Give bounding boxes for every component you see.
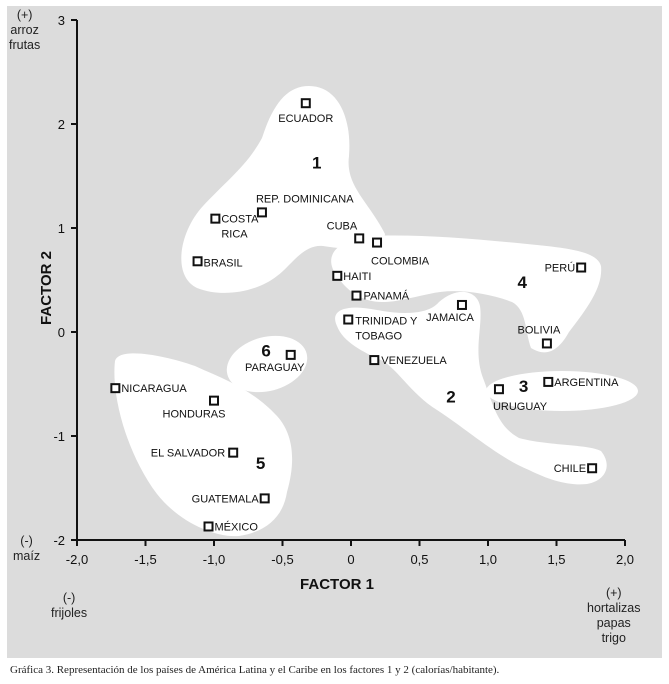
axes — [71, 19, 626, 546]
y-bottom-note-line: maíz — [13, 549, 41, 563]
point-label-el-salvador: EL SALVADOR — [151, 448, 225, 460]
group-region-4 — [331, 235, 602, 353]
point-marker-peru — [576, 262, 587, 273]
y-top-note: (+) arroz frutas — [9, 8, 40, 53]
group-number: 5 — [256, 454, 265, 473]
x-right-note-line: trigo — [601, 631, 626, 645]
point-marker-argentina — [543, 376, 554, 387]
point-label-uruguay: URUGUAY — [493, 401, 548, 413]
group-number: 1 — [312, 153, 321, 172]
group-region-5 — [114, 353, 293, 537]
x-left-note-line: (-) — [62, 591, 76, 605]
point-label-haiti: HAITI — [343, 271, 371, 283]
x-left-note-line: frijoles — [51, 606, 88, 620]
point-label-jamaica: JAMAICA — [426, 312, 474, 324]
point-label-guatemala: GUATEMALA — [192, 493, 260, 505]
point-label-venezuela: VENEZUELA — [381, 355, 447, 367]
y-tick-label: 1 — [58, 221, 65, 236]
group-number: 3 — [519, 377, 528, 396]
point-marker-nicaragua — [110, 383, 121, 394]
point-marker-mexico — [203, 521, 214, 532]
tick-labels: -2,0 -1,5 -1,0 -0,5 0 0,5 1,0 1,5 2,0 3 2 1 0 -1 -2 — [53, 13, 634, 567]
group-number: 2 — [446, 387, 455, 406]
point-marker-ecuador — [300, 98, 311, 109]
group-number: 6 — [261, 342, 270, 361]
group-number: 4 — [518, 273, 528, 292]
point-marker-trinidad-y-tobago — [343, 314, 354, 325]
point-marker-colombia — [372, 237, 383, 248]
point-marker-honduras — [209, 395, 219, 406]
point-label-nicaragua: NICARAGUA — [121, 383, 187, 395]
x-tick-label: 1,5 — [547, 552, 565, 567]
point-label-line: TOBAGO — [355, 331, 402, 343]
point-label-trinidad-y-tobago: TRINIDAD Y TOBAGO — [355, 316, 420, 343]
point-label-paraguay: PARAGUAY — [245, 362, 305, 374]
y-tick-label: -2 — [53, 533, 65, 548]
x-tick-label: -0,5 — [271, 552, 293, 567]
x-tick-label: 2,0 — [616, 552, 634, 567]
group-regions — [114, 86, 638, 537]
y-top-note-line: frutas — [9, 38, 41, 52]
point-label-mexico: MÉXICO — [215, 520, 259, 533]
x-right-note-line: hortalizas — [587, 601, 641, 615]
point-label-line: TRINIDAD Y — [355, 316, 420, 328]
y-bottom-note-line: (-) — [20, 534, 33, 548]
point-marker-brasil — [192, 256, 203, 267]
figure-caption: Gráfica 3. Representación de los países … — [10, 664, 500, 676]
point-marker-rep-dominicana — [256, 207, 267, 218]
y-top-note-line: (+) — [16, 8, 33, 22]
point-label-honduras: HONDURAS — [163, 409, 226, 421]
x-tick-label: 0 — [347, 552, 354, 567]
point-label-rep-dominicana: REP. DOMINICANA — [256, 193, 354, 205]
x-right-note: (+) hortalizas papas trigo — [587, 586, 641, 646]
x-left-note: (-) frijoles — [51, 591, 87, 621]
point-label-costa-rica: COSTA RICA — [221, 214, 261, 241]
x-right-note-line: (+) — [605, 586, 622, 600]
y-tick-label: 0 — [58, 325, 65, 340]
point-marker-jamaica — [456, 299, 467, 310]
x-axis-title: FACTOR 1 — [300, 576, 374, 593]
point-marker-uruguay — [493, 384, 504, 395]
point-marker-paraguay — [285, 349, 296, 360]
x-tick-label: 0,5 — [410, 552, 428, 567]
point-marker-guatemala — [259, 493, 270, 504]
point-label-ecuador: ECUADOR — [278, 113, 333, 125]
y-axis-title: FACTOR 2 — [38, 251, 55, 325]
x-right-note-line: papas — [596, 616, 631, 630]
point-label-cuba: CUBA — [327, 220, 358, 232]
point-label-line: RICA — [221, 229, 248, 241]
x-tick-label: -1,5 — [134, 552, 156, 567]
point-marker-cuba — [354, 233, 365, 244]
scatter-chart: -2,0 -1,5 -1,0 -0,5 0 0,5 1,0 1,5 2,0 3 2 1 0 -1 -2 FA… — [38, 13, 638, 593]
x-tick-label: 1,0 — [479, 552, 497, 567]
point-label-panama: PANAMÁ — [363, 290, 409, 303]
point-label-line: COSTA — [221, 214, 261, 226]
y-top-note-line: arroz — [10, 23, 39, 37]
point-label-colombia: COLOMBIA — [371, 256, 430, 268]
y-tick-label: -1 — [53, 429, 65, 444]
point-marker-venezuela — [369, 355, 380, 366]
data-points: ECUADOR REP. DOMINICANA COSTA RICA BRASIL CU… — [110, 98, 619, 533]
point-label-bolivia: BOLIVIA — [518, 324, 561, 336]
group-numbers: 1 2 3 4 5 6 — [256, 153, 529, 473]
y-tick-label: 3 — [58, 13, 65, 28]
y-tick-label: 2 — [58, 117, 65, 132]
group-region-3 — [486, 371, 638, 411]
point-marker-haiti — [332, 270, 343, 281]
point-label-chile: CHILE — [554, 463, 586, 475]
point-label-brasil: BRASIL — [204, 257, 243, 269]
point-label-peru: PERÚ — [545, 262, 576, 275]
group-region-2 — [335, 291, 607, 485]
y-bottom-note: (-) maíz — [13, 534, 40, 564]
point-marker-costa-rica — [210, 213, 221, 224]
group-region-1 — [181, 86, 385, 293]
point-marker-panama — [351, 290, 362, 301]
x-tick-label: -1,0 — [203, 552, 225, 567]
x-tick-label: -2,0 — [66, 552, 88, 567]
point-marker-chile — [587, 463, 598, 474]
chart-panel: -2,0 -1,5 -1,0 -0,5 0 0,5 1,0 1,5 2,0 3 2 1 0 -1 -2 FA… — [7, 6, 662, 658]
point-label-argentina: ARGENTINA — [554, 377, 619, 389]
point-marker-el-salvador — [228, 447, 239, 458]
point-marker-bolivia — [541, 338, 552, 349]
